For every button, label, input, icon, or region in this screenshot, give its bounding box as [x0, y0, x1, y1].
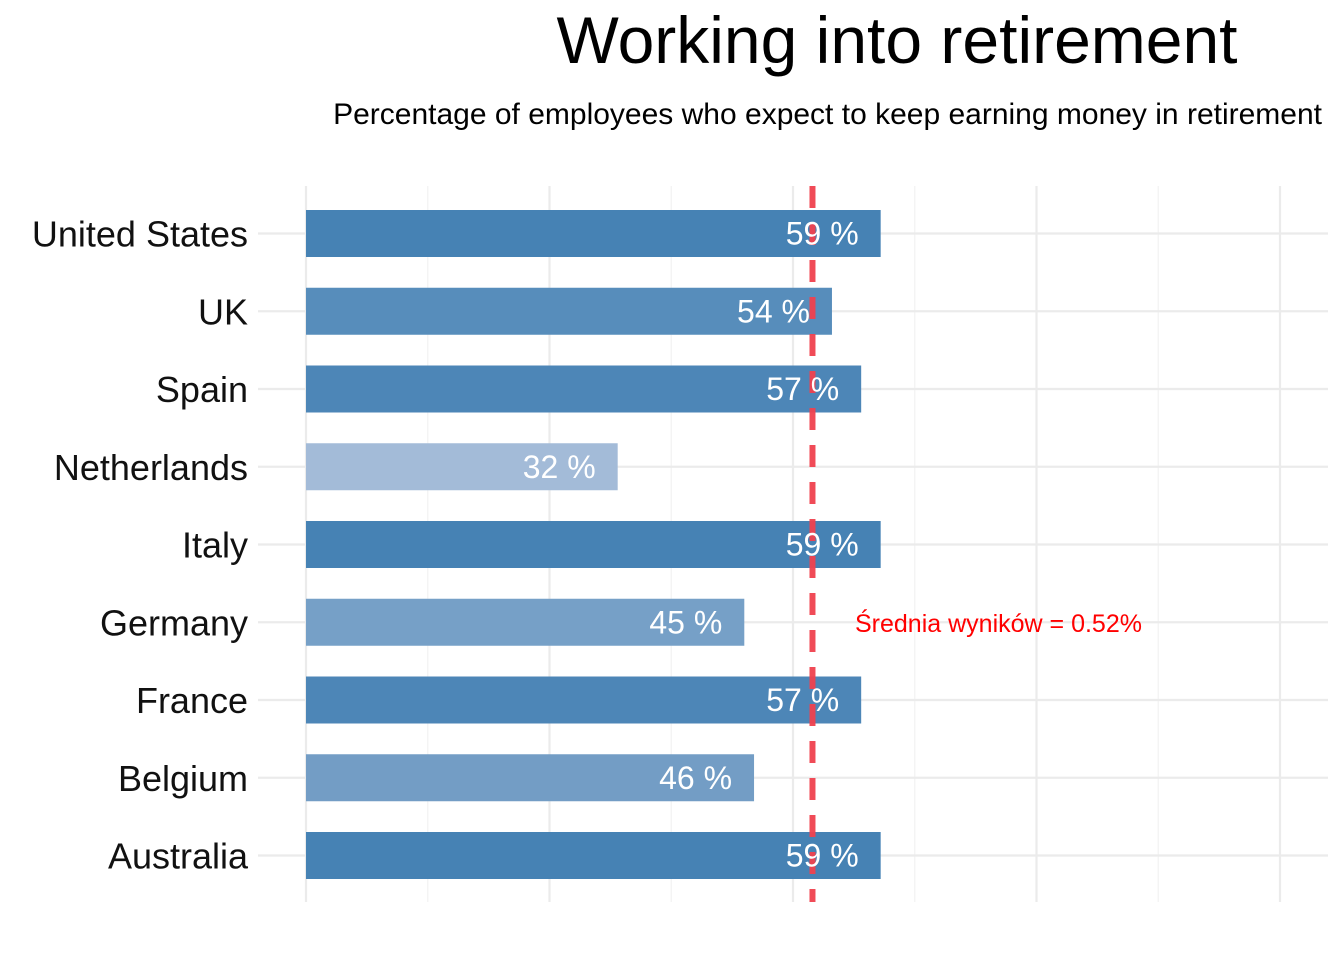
reference-line-label: Średnia wyników = 0.52% [855, 608, 1142, 638]
bar [306, 287, 832, 335]
bar [306, 754, 755, 802]
bar [306, 443, 618, 491]
chart-title: Working into retirement [556, 3, 1238, 77]
value-label: 57 % [766, 371, 839, 407]
category-label: UK [198, 291, 248, 332]
bar [306, 832, 881, 879]
category-label: Spain [156, 369, 248, 410]
value-labels: 59 % 54 % 57 % 32 % 59 % 45 % 57 % 46 % 59 % [523, 216, 859, 874]
bar [306, 521, 881, 568]
category-label: Australia [108, 836, 249, 877]
category-label: France [136, 680, 248, 721]
chart-subtitle: Percentage of employees who expect to ke… [333, 98, 1322, 131]
value-label: 45 % [649, 604, 722, 640]
value-label: 32 % [523, 449, 596, 485]
category-label: Germany [100, 602, 248, 643]
bar [306, 598, 745, 646]
reference-line-group: Średnia wyników = 0.52% [809, 186, 1142, 902]
bar [306, 210, 881, 257]
value-label: 59 % [786, 216, 859, 252]
value-label: 57 % [766, 682, 839, 718]
bars [306, 210, 881, 879]
bar [306, 676, 862, 724]
value-label: 59 % [786, 838, 859, 874]
category-label: Netherlands [54, 447, 248, 488]
bar [306, 365, 862, 413]
category-label: United States [32, 214, 248, 255]
category-label: Italy [182, 525, 248, 566]
value-label: 59 % [786, 527, 859, 563]
category-label: Belgium [118, 758, 248, 799]
category-labels: United States UK Spain Netherlands Italy Germ… [32, 214, 249, 877]
value-label: 54 % [737, 293, 810, 329]
value-label: 46 % [659, 760, 732, 796]
